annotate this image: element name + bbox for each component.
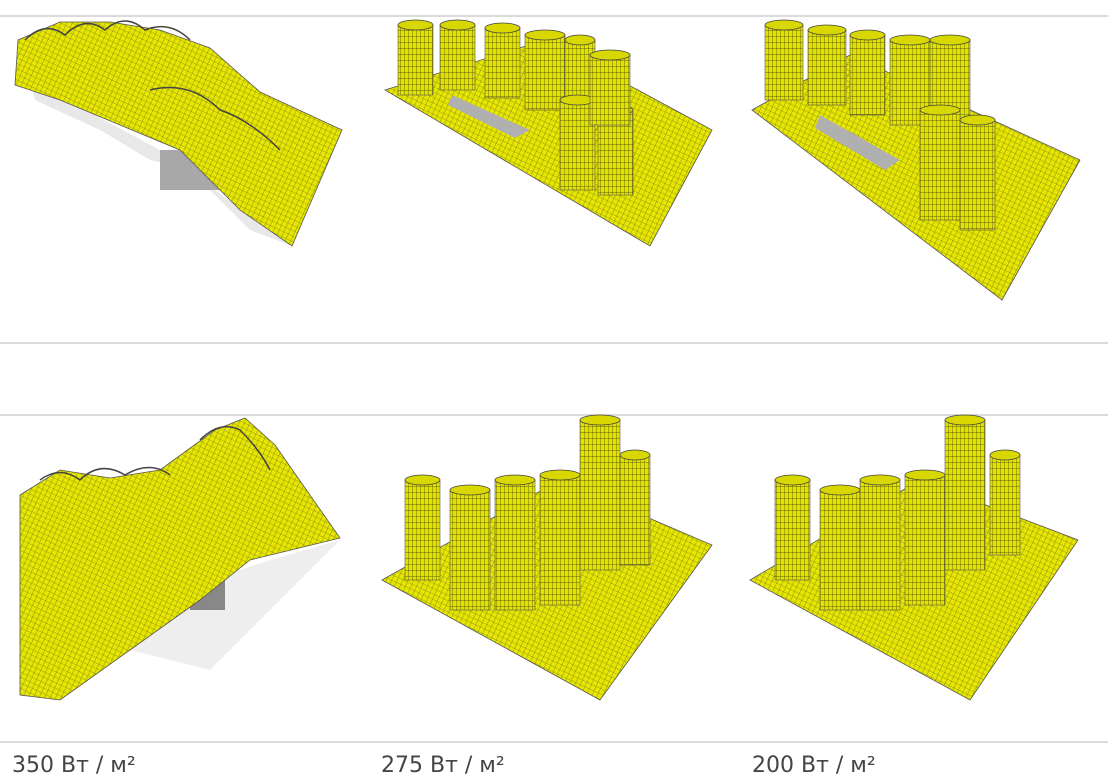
tower: [944, 419, 986, 571]
tower: [764, 24, 804, 101]
tower-top: [849, 29, 886, 41]
tower-top: [919, 104, 961, 116]
caption: 275 Вт / м²: [381, 753, 505, 778]
tower-top: [807, 24, 847, 36]
tower-top: [449, 484, 491, 496]
tower-top: [819, 484, 861, 496]
tower-top: [764, 19, 804, 31]
tower: [849, 34, 886, 116]
tower-top: [589, 49, 631, 61]
tower-top: [564, 34, 596, 46]
tower: [989, 454, 1021, 556]
render-top-1: [14, 20, 343, 247]
building: [448, 95, 530, 138]
tower-top: [904, 469, 946, 481]
tower-top: [524, 29, 566, 41]
tower-top: [619, 449, 651, 461]
tower: [589, 54, 631, 126]
separators: [0, 15, 1108, 743]
building: [815, 115, 900, 170]
tower: [619, 454, 651, 566]
tower: [559, 99, 596, 191]
tower: [579, 419, 621, 571]
tower-top: [439, 19, 476, 31]
tower-top: [959, 114, 996, 126]
tower: [439, 24, 476, 91]
caption: 350 Вт / м²: [12, 753, 136, 778]
tower: [919, 109, 961, 221]
render-bottom-1: [19, 417, 341, 701]
towers: [397, 19, 1021, 611]
tower: [494, 479, 536, 611]
tower: [397, 24, 434, 96]
tower-top: [944, 414, 986, 426]
tower: [449, 489, 491, 611]
tower-top: [929, 34, 971, 46]
captions: 350 Вт / м² 275 Вт / м² 200 Вт / м²: [12, 753, 876, 778]
tower-top: [404, 474, 441, 486]
tower-top: [539, 469, 581, 481]
tower: [524, 34, 566, 111]
tower-top: [579, 414, 621, 426]
tower: [959, 119, 996, 231]
tower-top: [494, 474, 536, 486]
tower: [539, 474, 581, 606]
tower: [904, 474, 946, 606]
tower-top: [889, 34, 931, 46]
tower-top: [484, 22, 521, 34]
tower-top: [397, 19, 434, 31]
tower: [484, 27, 521, 99]
tower: [774, 479, 811, 581]
tower-top: [859, 474, 901, 486]
tower-top: [774, 474, 811, 486]
tower: [859, 479, 901, 611]
tower: [819, 489, 861, 611]
caption: 200 Вт / м²: [752, 753, 876, 778]
tower: [807, 29, 847, 106]
tower-top: [989, 449, 1021, 461]
tower: [404, 479, 441, 581]
